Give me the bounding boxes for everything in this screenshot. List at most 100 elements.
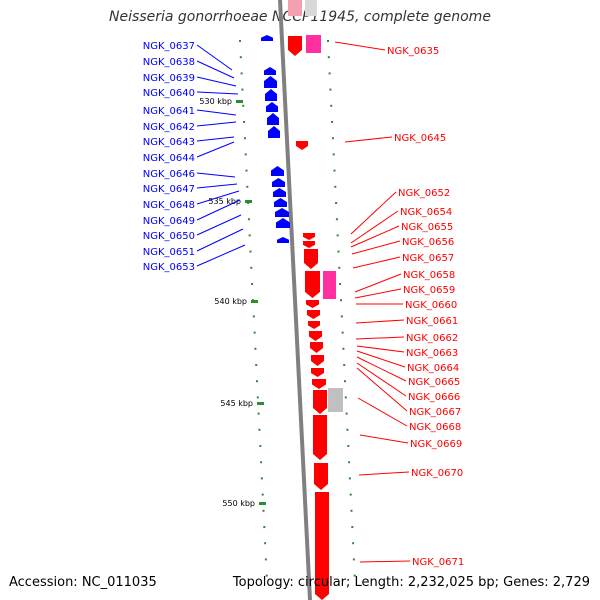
forward-gene — [264, 76, 277, 88]
gene-label-right: NGK_0657 — [402, 253, 454, 264]
minor-tick — [352, 542, 355, 545]
minor-tick — [245, 169, 248, 172]
minor-tick — [347, 445, 350, 447]
minor-tick — [343, 364, 346, 366]
minor-tick — [344, 396, 347, 399]
backbone-line — [278, 0, 312, 600]
gene-label-right: NGK_0667 — [409, 407, 461, 418]
leader-line — [196, 183, 238, 189]
gene-label-left: NGK_0640 — [143, 88, 195, 99]
minor-tick — [331, 121, 334, 123]
accession-text: Accession: NC_011035 — [9, 575, 157, 590]
leader-line — [351, 240, 401, 255]
minor-tick — [254, 347, 257, 350]
minor-tick — [264, 558, 267, 561]
reverse-gene — [296, 141, 308, 150]
leader-line — [196, 141, 235, 158]
minor-tick — [338, 266, 341, 269]
leader-line — [356, 356, 407, 382]
gene-label-right: NGK_0664 — [407, 363, 459, 374]
reverse-gene — [312, 379, 326, 389]
minor-tick — [239, 56, 242, 59]
leader-line — [356, 345, 405, 353]
forward-gene — [272, 178, 285, 187]
minor-tick — [258, 428, 261, 431]
reverse-gene — [307, 310, 320, 319]
leader-line — [350, 210, 399, 244]
forward-gene — [275, 208, 289, 217]
reverse-gene — [311, 368, 324, 377]
leader-line — [196, 199, 241, 221]
minor-tick — [340, 315, 343, 318]
minor-tick — [342, 347, 345, 350]
backbone — [278, 0, 312, 600]
scale-label: 535 kbp — [208, 197, 241, 206]
minor-tick — [327, 56, 330, 59]
forward-gene — [277, 237, 289, 243]
scale-label: 545 kbp — [220, 399, 253, 408]
leader-line — [350, 225, 400, 248]
leader-line — [358, 471, 410, 476]
minor-tick — [353, 574, 356, 577]
major-tick — [245, 200, 252, 203]
gene-label-right: NGK_0661 — [406, 316, 458, 327]
minor-tick — [352, 558, 355, 561]
minor-tick — [345, 412, 348, 415]
gene-label-right: NGK_0665 — [408, 377, 460, 388]
minor-tick — [250, 266, 253, 269]
leader-line — [196, 44, 233, 71]
gene-label-right: NGK_0671 — [412, 557, 464, 568]
reverse-gene — [306, 300, 319, 308]
leader-line — [196, 228, 244, 252]
gene-label-right: NGK_0645 — [394, 133, 446, 144]
minor-tick — [261, 493, 264, 496]
leader-line — [196, 76, 237, 87]
leader-line — [196, 214, 242, 236]
gene-label-right: NGK_0655 — [401, 222, 453, 233]
scale-label: 550 kbp — [222, 499, 255, 508]
gene-label-right: NGK_0654 — [400, 207, 452, 218]
gene-label-right: NGK_0662 — [406, 333, 458, 344]
leader-line — [344, 136, 393, 143]
minor-tick — [262, 509, 265, 512]
leader-line — [196, 190, 240, 205]
gene-label-left: NGK_0644 — [143, 153, 195, 164]
gene-features — [261, 0, 343, 600]
major-tick — [251, 300, 258, 303]
minor-tick — [339, 283, 342, 285]
minor-tick — [243, 137, 246, 140]
gene-label-left: NGK_0648 — [143, 200, 195, 211]
minor-tick — [346, 428, 349, 431]
leader-line — [196, 91, 239, 95]
minor-tick — [329, 88, 332, 91]
minor-tick — [348, 461, 351, 464]
minor-tick — [333, 169, 336, 172]
reverse-gene — [310, 342, 323, 353]
minor-tick — [340, 299, 342, 302]
minor-tick — [244, 153, 247, 156]
minor-tick — [251, 283, 254, 285]
gene-label-left: NGK_0649 — [143, 216, 195, 227]
minor-tick — [242, 104, 245, 107]
minor-tick — [265, 574, 268, 577]
forward-gene — [266, 102, 278, 112]
gene-label-right: NGK_0658 — [403, 270, 455, 281]
reverse-gene — [315, 492, 329, 600]
minor-tick — [260, 477, 263, 480]
minor-tick — [336, 234, 339, 237]
forward-gene — [276, 218, 290, 228]
forward-gene — [265, 89, 277, 101]
forward-gene — [268, 126, 280, 138]
reverse-gene — [305, 271, 320, 298]
gene-label-left: NGK_0641 — [143, 106, 195, 117]
minor-tick — [331, 137, 334, 140]
leader-line — [355, 319, 405, 324]
minor-tick — [348, 477, 351, 480]
scale-label: 530 kbp — [199, 97, 232, 106]
leader-line — [356, 350, 406, 368]
leader-line — [334, 41, 386, 51]
gene-labels: NGK_0637 NGK_0638 NGK_0639 NGK_0640 NGK_0641… — [143, 41, 465, 568]
gene-label-right: NGK_0635 — [387, 46, 439, 57]
